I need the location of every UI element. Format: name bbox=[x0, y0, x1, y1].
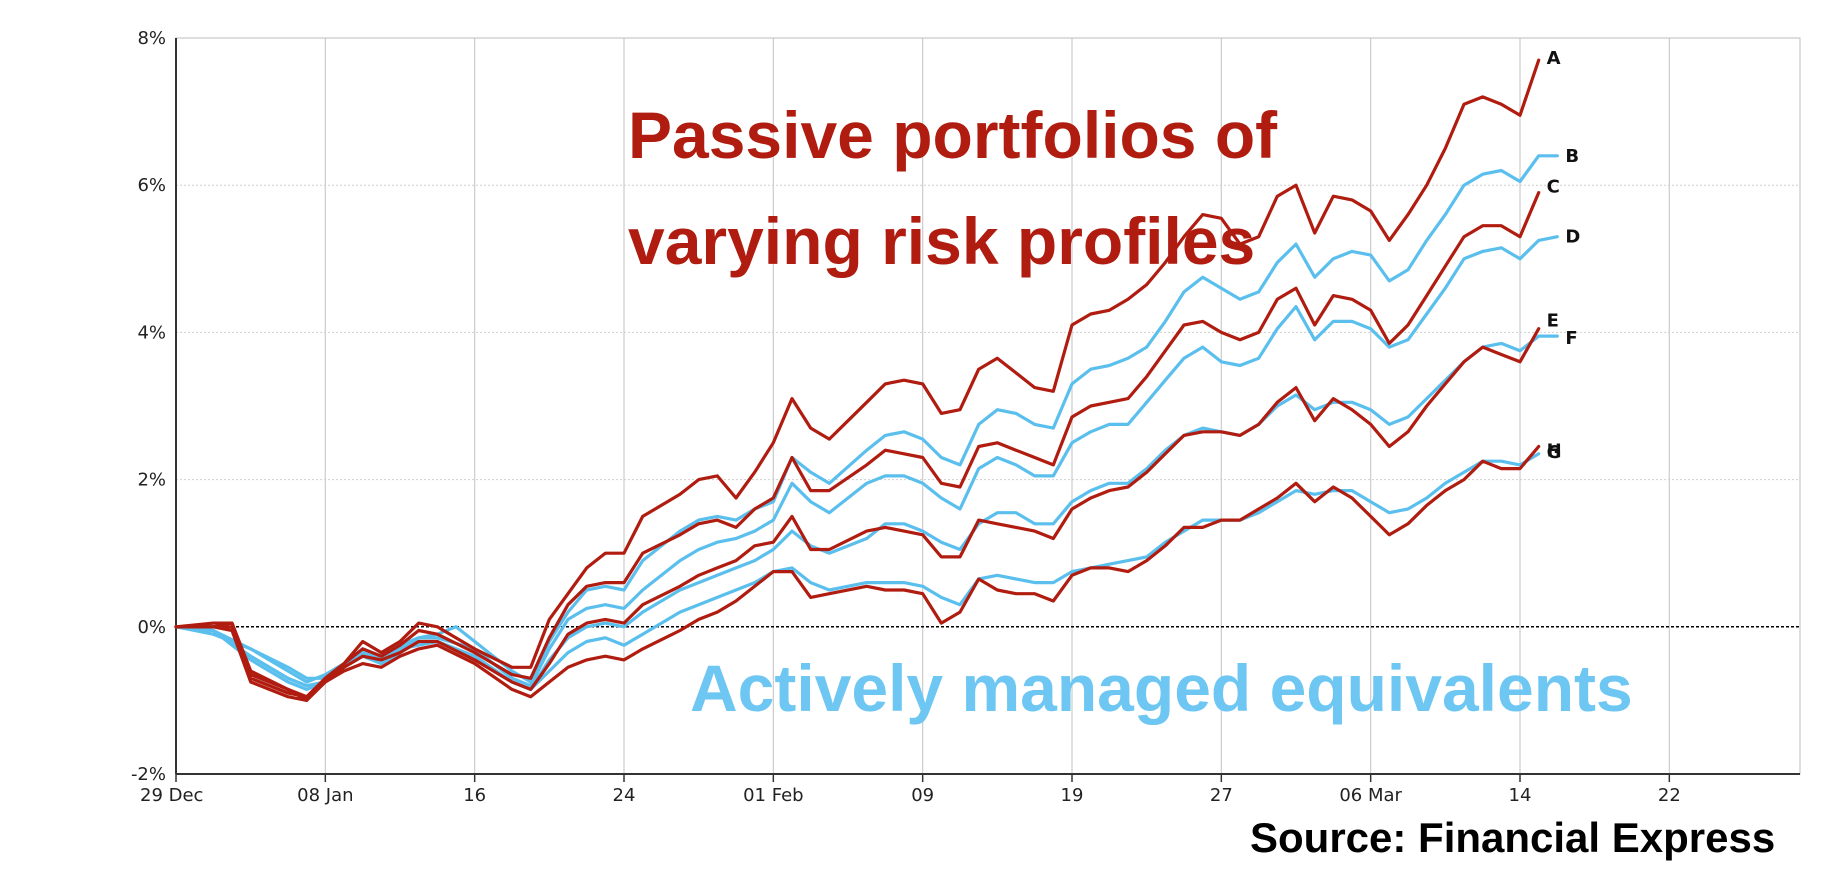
series-label-d: D bbox=[1565, 227, 1580, 248]
series-line-f bbox=[174, 334, 1559, 692]
x-tick-label: 14 bbox=[1509, 785, 1532, 806]
series-line-c bbox=[174, 191, 1541, 699]
series-label-a: A bbox=[1547, 48, 1561, 69]
grid-lines bbox=[176, 38, 1800, 774]
x-tick-label: 08 Jan bbox=[297, 785, 353, 806]
axes bbox=[175, 37, 1801, 782]
passive-portfolios-annotation: Passive portfolios of varying risk profi… bbox=[628, 82, 1348, 294]
x-tick-label: 24 bbox=[613, 785, 636, 806]
x-tick-label: 19 bbox=[1061, 785, 1084, 806]
x-tick-label: 06 Mar bbox=[1339, 785, 1402, 806]
series-end-labels: A BC D EF GH bbox=[1547, 48, 1581, 463]
x-tick-label: 22 bbox=[1658, 785, 1681, 806]
y-tick-label: 4% bbox=[137, 322, 166, 343]
y-tick-label: 2% bbox=[137, 470, 166, 491]
y-tick-label: 6% bbox=[137, 175, 166, 196]
tick-labels: -2% 0% 2% 4% 6% 8% 29 Dec 08 Jan 16 24 01 Feb 09 19 2… bbox=[131, 28, 1681, 806]
series-label-f: F bbox=[1565, 328, 1577, 349]
x-tick-label: 27 bbox=[1210, 785, 1233, 806]
x-tick-label: 01 Feb bbox=[743, 785, 804, 806]
series-line-h bbox=[174, 444, 1541, 703]
series-label-h: H bbox=[1547, 440, 1562, 461]
x-tick-label: 09 bbox=[911, 785, 934, 806]
series-label-e: E bbox=[1547, 311, 1559, 332]
source-credit: Source: Financial Express bbox=[1250, 814, 1776, 861]
x-tick-label: 16 bbox=[463, 785, 486, 806]
series-line-a bbox=[174, 58, 1541, 703]
series-label-g: G bbox=[1547, 442, 1562, 463]
series-label-b: B bbox=[1565, 146, 1579, 167]
passive-title-text: Passive portfolios of varying risk profi… bbox=[628, 98, 1278, 278]
y-tick-label: 8% bbox=[137, 28, 166, 49]
y-tick-label: 0% bbox=[137, 617, 166, 638]
series-lines bbox=[174, 58, 1559, 703]
y-tick-label: -2% bbox=[131, 764, 166, 785]
series-label-c: C bbox=[1547, 177, 1560, 198]
x-tick-label: 29 Dec bbox=[140, 785, 203, 806]
active-equivalents-annotation: Actively managed equivalents bbox=[690, 651, 1633, 725]
series-line-e bbox=[174, 327, 1541, 699]
series-line-d bbox=[174, 235, 1559, 688]
